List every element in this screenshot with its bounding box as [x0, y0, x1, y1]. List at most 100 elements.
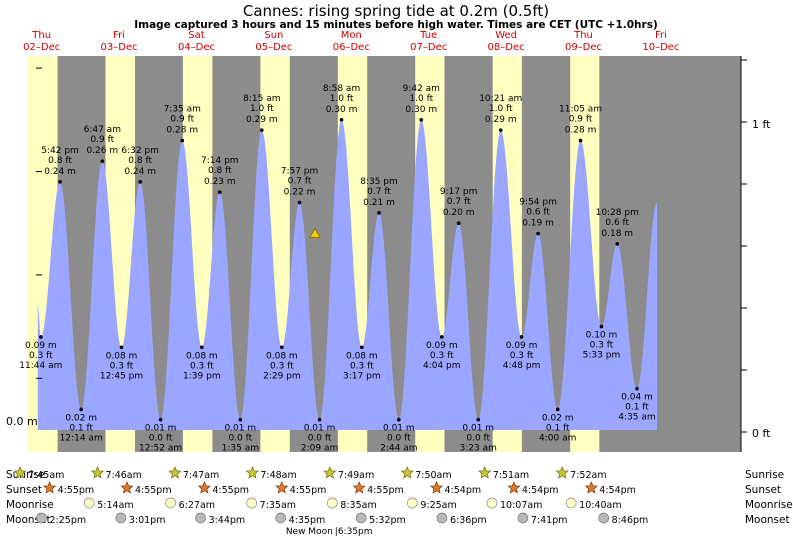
moonset-time: 2:25pm — [50, 515, 87, 526]
sunrise-time: 7:52am — [570, 470, 606, 481]
high-tide-ft: 0.7 ft — [367, 187, 391, 197]
low-tide-ft: 0.0 ft — [149, 434, 173, 444]
low-tide-point — [519, 335, 524, 339]
low-tide-point — [238, 417, 243, 422]
high-tide-time: 11:05 am — [559, 104, 602, 114]
sunset-icon — [43, 481, 57, 494]
low-tide-ft: 0.0 ft — [228, 434, 252, 444]
high-tide-time: 9:54 pm — [519, 198, 557, 208]
sunset-time: 4:55pm — [367, 485, 404, 496]
low-tide-ft: 0.3 ft — [590, 341, 614, 351]
sunrise-icon — [245, 466, 259, 479]
high-tide-ft: 1.0 ft — [330, 94, 354, 104]
low-tide-m: 0.08 m — [186, 351, 218, 361]
low-tide-m: 0.01 m — [304, 424, 336, 434]
sunrise-icon — [168, 466, 182, 479]
sunset-time: 4:54pm — [522, 485, 559, 496]
high-tide-point — [180, 138, 185, 143]
moonset-time: 3:44pm — [209, 515, 246, 526]
high-tide-ft: 0.9 ft — [170, 114, 194, 124]
day-name-label: Sun — [264, 30, 283, 41]
low-tide-time: 4:04 pm — [423, 361, 461, 371]
low-tide-m: 0.04 m — [621, 393, 653, 403]
low-tide-m: 0.01 m — [383, 424, 415, 434]
low-tide-ft: 0.0 ft — [308, 434, 332, 444]
high-tide-point — [58, 180, 62, 184]
sunset-icon — [197, 481, 211, 494]
low-tide-point — [555, 407, 560, 412]
low-tide-time: 12:14 am — [60, 433, 103, 443]
high-tide-point — [260, 128, 264, 132]
low-tide-m: 0.08 m — [346, 351, 378, 361]
high-tide-point — [498, 128, 503, 132]
low-tide-m: 0.01 m — [145, 424, 177, 434]
moonrise-time: 7:35am — [260, 500, 296, 511]
sunrise-time: 7:46am — [105, 470, 141, 481]
high-tide-ft: 0.7 ft — [447, 197, 471, 207]
right-axis-label-0ft: 0 ft — [752, 427, 771, 440]
low-tide-m: 0.02 m — [65, 413, 97, 423]
day-date-label: 08–Dec — [488, 42, 525, 53]
low-tide-ft: 0.3 ft — [270, 361, 294, 371]
high-tide-ft: 0.8 ft — [128, 156, 152, 166]
right-axis-label-1ft: 1 ft — [752, 118, 771, 131]
low-tide-ft: 0.3 ft — [430, 351, 454, 361]
sunset-icon — [275, 481, 289, 494]
low-tide-m: 0.09 m — [506, 341, 538, 351]
sunset-time: 4:54pm — [444, 485, 481, 496]
high-tide-time: 9:42 am — [403, 84, 440, 94]
low-tide-time: 3:17 pm — [343, 371, 381, 381]
low-tide-time: 1:35 am — [222, 444, 259, 454]
moonrise-time: 10:40am — [579, 500, 621, 511]
day-date-label: 05–Dec — [255, 42, 292, 53]
high-tide-time: 10:21 am — [479, 94, 522, 104]
high-tide-point — [339, 118, 344, 122]
high-tide-point — [377, 211, 381, 215]
high-tide-ft: 0.8 ft — [48, 156, 72, 166]
moonset-icon — [436, 512, 448, 524]
high-tide-point — [217, 190, 222, 194]
low-tide-time: 11:44 am — [19, 361, 62, 371]
high-tide-m: 0.30 m — [326, 105, 358, 115]
high-tide-point — [138, 180, 142, 184]
high-tide-point — [615, 242, 620, 246]
sunrise-time: 7:51am — [493, 470, 529, 481]
new-moon-label: New Moon — [286, 527, 333, 537]
high-tide-time: 6:47 am — [84, 125, 121, 135]
high-tide-time: 7:35 am — [164, 104, 201, 114]
high-tide-time: 9:17 pm — [440, 187, 478, 197]
new-moon-time: |6:35pm — [335, 527, 373, 537]
sunset-icon — [507, 481, 521, 494]
day-date-label: 07–Dec — [410, 42, 447, 53]
low-tide-time: 1:39 pm — [183, 371, 221, 381]
high-tide-m: 0.22 m — [284, 188, 316, 198]
low-tide-ft: 0.1 ft — [625, 403, 649, 413]
high-tide-m: 0.23 m — [204, 177, 236, 187]
moonset-icon — [275, 512, 287, 524]
sunset-icon — [584, 481, 598, 494]
high-tide-time: 7:57 pm — [281, 167, 319, 177]
sunset-time: 4:55pm — [212, 485, 249, 496]
low-tide-ft: 0.3 ft — [510, 351, 534, 361]
high-tide-m: 0.21 m — [363, 198, 395, 208]
high-tide-m: 0.19 m — [522, 219, 554, 229]
sunrise-label-right: Sunrise — [745, 469, 784, 481]
day-name-label: Thu — [573, 30, 593, 41]
low-tide-time: 2:44 am — [380, 444, 417, 454]
low-tide-point — [635, 386, 639, 391]
moonrise-label-left: Moonrise — [6, 499, 54, 511]
day-date-label: 03–Dec — [101, 42, 138, 53]
moonset-time: 7:41pm — [531, 515, 568, 526]
high-tide-time: 5:42 pm — [41, 146, 79, 156]
moonrise-time: 9:25am — [420, 500, 456, 511]
low-tide-point — [158, 417, 163, 422]
day-name-label: Tue — [419, 30, 437, 41]
moonrise-icon — [486, 497, 498, 509]
low-tide-m: 0.09 m — [426, 341, 458, 351]
chart-subtitle: Image captured 3 hours and 15 minutes be… — [134, 19, 658, 31]
sunrise-time: 7:49am — [338, 470, 374, 481]
low-tide-point — [119, 345, 124, 350]
moonrise-icon — [165, 497, 176, 509]
high-tide-time: 6:32 pm — [121, 146, 159, 156]
